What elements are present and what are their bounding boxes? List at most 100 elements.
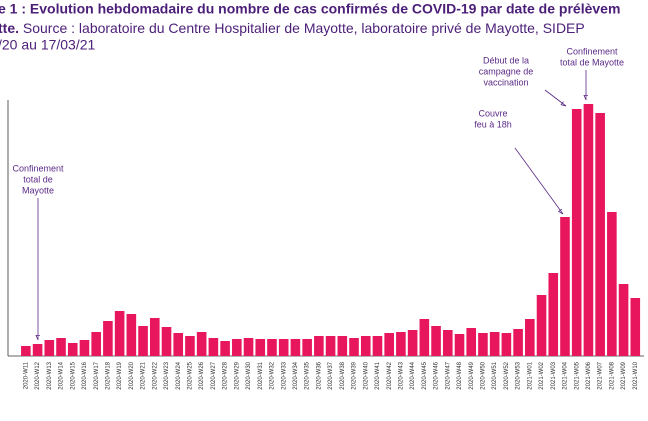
x-tick-label: 2020-W40 [363, 361, 369, 389]
x-tick-label: 2020-W16 [82, 361, 88, 389]
x-tick-label: 2021-W06 [586, 361, 592, 389]
bar [91, 332, 101, 356]
bar [243, 338, 254, 356]
bar [79, 340, 90, 356]
bar [161, 327, 172, 356]
x-tick-label: 2021-W10 [633, 361, 639, 389]
x-tick-label: 2020-W29 [234, 361, 240, 389]
x-tick-label: 2021-W05 [574, 361, 580, 389]
x-tick-label: 2020-W27 [211, 361, 217, 389]
x-tick-label: 2020-W47 [445, 361, 451, 389]
bar [126, 314, 137, 356]
arrow-head [560, 101, 567, 107]
bar [583, 104, 594, 356]
bar [337, 336, 348, 356]
x-tick-label: 2020-W48 [457, 361, 463, 389]
x-tick-label: 2020-W46 [434, 361, 440, 389]
chart-subtitle: tte. Source : laboratoire du Centre Hosp… [0, 20, 585, 36]
bar [290, 339, 301, 356]
bar [560, 217, 570, 356]
x-tick-label: 2020-W34 [293, 361, 299, 389]
bar [44, 340, 55, 356]
bar [525, 319, 535, 356]
bar [442, 330, 453, 356]
bar [232, 339, 242, 356]
x-tick-label: 2020-W30 [246, 361, 252, 389]
x-tick-label: 2021-W03 [551, 361, 557, 389]
subtitle-bold: tte. [0, 20, 19, 36]
bar [478, 333, 488, 356]
x-tick-label: 2021-W07 [598, 361, 604, 389]
x-tick-label: 2021-W09 [621, 361, 627, 389]
annotation: total de [23, 174, 53, 184]
bar [384, 333, 394, 356]
annotation: Confinement [12, 163, 64, 173]
x-tick-label: 2021-W01 [527, 361, 533, 389]
bar [466, 328, 477, 356]
x-tick-label: 2020-W32 [270, 361, 276, 389]
x-tick-label: 2020-W28 [223, 361, 229, 389]
bar [325, 336, 336, 356]
bar [360, 336, 371, 356]
x-tick-label: 2020-W38 [340, 361, 346, 389]
x-tick-label: 2020-W18 [105, 361, 111, 389]
x-tick-label: 2020-W43 [398, 361, 404, 389]
bar [571, 109, 582, 356]
bar [372, 336, 383, 356]
bar [278, 339, 289, 356]
bar [103, 321, 113, 356]
x-tick-label: 2021-W08 [609, 361, 615, 389]
bar [149, 318, 160, 356]
bar [396, 332, 406, 356]
chart-title: e 1 : Evolution hebdomadaire du nombre d… [0, 1, 620, 17]
arrow-head [557, 208, 564, 215]
arrow-head [35, 334, 40, 341]
bar [607, 212, 617, 356]
annotation: Couvre [478, 108, 507, 118]
bar [513, 329, 523, 356]
bar [419, 319, 430, 356]
subtitle-source: Source : laboratoire du Centre Hospitali… [23, 20, 585, 36]
x-tick-label: 2020-W25 [188, 361, 194, 389]
x-tick-label: 2020-W45 [422, 361, 428, 389]
x-tick-label: 2020-W36 [316, 361, 322, 389]
bar [21, 346, 31, 356]
x-tick-label: 2020-W41 [375, 361, 381, 389]
bar [267, 339, 277, 356]
x-tick-label: 2020-W39 [352, 361, 358, 389]
x-tick-label: 2020-W15 [70, 361, 76, 389]
bar [114, 311, 125, 356]
x-tick-label: 2020-W44 [410, 361, 416, 389]
annotation: Mayotte [22, 185, 54, 195]
x-tick-label: 2020-W51 [492, 361, 498, 389]
x-tick-label: 2020-W35 [305, 361, 311, 389]
x-tick-label: 2020-W23 [164, 361, 170, 389]
bar [138, 326, 148, 356]
bar [536, 295, 547, 356]
bar [431, 326, 441, 356]
annotation: total de Mayotte [560, 57, 624, 67]
annotation: Confinement [566, 46, 618, 56]
x-tick-label: 2021-W02 [539, 361, 545, 389]
arrow-head [583, 94, 588, 101]
bar [67, 343, 78, 356]
x-tick-label: 2020-W49 [469, 361, 475, 389]
bar [208, 338, 219, 356]
x-tick-label: 2020-W31 [258, 361, 264, 389]
x-tick-label: 2020-W37 [328, 361, 334, 389]
bar [173, 333, 184, 356]
bar [196, 332, 207, 356]
bar [302, 339, 312, 356]
x-tick-label: 2020-W17 [94, 361, 100, 389]
x-tick-label: 2020-W33 [281, 361, 287, 389]
bar [407, 330, 418, 356]
x-tick-label: 2020-W13 [47, 361, 53, 389]
x-tick-label: 2020-W11 [23, 361, 29, 389]
x-tick-label: 2021-W04 [563, 361, 569, 389]
bar [548, 273, 559, 356]
x-tick-label: 2020-W42 [387, 361, 393, 389]
bar [501, 333, 512, 356]
bar [618, 284, 629, 356]
bar [255, 339, 266, 356]
